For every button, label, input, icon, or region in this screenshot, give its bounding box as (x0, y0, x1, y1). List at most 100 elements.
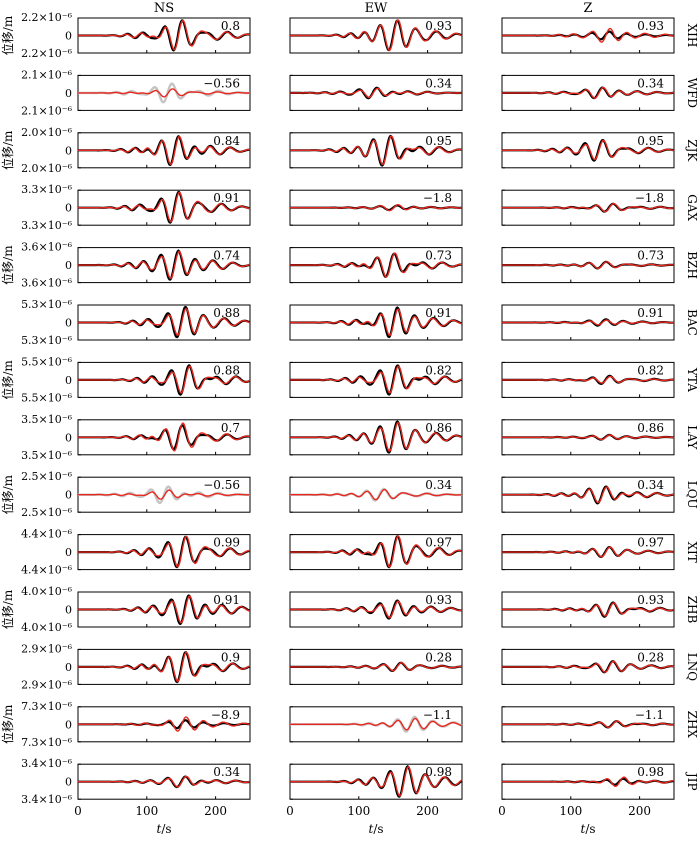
y-tick-label: 2.0×10⁻⁶ (21, 126, 73, 139)
x-axis-label-unit: /s (161, 822, 171, 836)
waveform-panel: 0.91 (501, 304, 675, 341)
waveform-panel: 0.34 (289, 74, 463, 111)
correlation-label: 0.86 (425, 421, 452, 435)
trace-group (502, 433, 674, 441)
y-tick-label: 2.5×10⁻⁶ (21, 506, 73, 519)
waveform-panel: −1.8 (501, 189, 675, 226)
synthetic-trace (78, 489, 250, 500)
station-label: ZJK (685, 139, 699, 162)
y-axis-label: 位移/m (0, 245, 15, 285)
waveform-panel: −0.56 (77, 476, 251, 513)
correlation-label: 0.97 (425, 536, 452, 550)
correlation-label: 0.8 (221, 19, 240, 33)
waveform-panel: 0.98 (501, 763, 675, 800)
y-tick-label: 2.0×10⁻⁶ (21, 162, 73, 175)
synthetic-trace (502, 27, 675, 43)
correlation-label: −0.56 (203, 478, 240, 492)
column-title: EW (365, 1, 388, 16)
correlation-label: 0.82 (637, 363, 664, 377)
trace-group (290, 487, 463, 502)
synthetic-trace (78, 307, 251, 336)
waveform-panel: −1.8 (289, 189, 463, 226)
trace-group (290, 86, 462, 100)
trace-group (290, 599, 463, 620)
synthetic-trace (290, 661, 462, 672)
correlation-label: 0.93 (425, 19, 452, 33)
correlation-label: 0.99 (213, 536, 240, 550)
x-axis-label-unit: /s (373, 822, 383, 836)
correlation-label: 0.97 (637, 536, 664, 550)
station-label: GAX (685, 194, 699, 221)
waveform-panel: 0.91 (77, 591, 251, 628)
waveform-panel: 0.93 (289, 17, 463, 54)
correlation-label: 0.74 (213, 249, 240, 263)
trace-group (78, 485, 250, 505)
x-axis-label-var: t (580, 822, 585, 836)
synthetic-trace (290, 252, 462, 278)
station-label: WFD (685, 78, 699, 108)
correlation-label: 0.34 (637, 76, 664, 90)
trace-group (78, 82, 250, 104)
correlation-label: 0.86 (637, 421, 664, 435)
trace-group (78, 716, 251, 732)
synthetic-trace (502, 261, 675, 270)
y-tick-label: 0 (65, 489, 72, 502)
trace-group (290, 134, 463, 167)
synthetic-trace (290, 765, 463, 797)
correlation-label: 0.28 (637, 650, 664, 664)
synthetic-trace (78, 365, 251, 394)
trace-group (78, 249, 251, 281)
trace-group (502, 260, 675, 270)
x-tick-label: 100 (347, 804, 370, 818)
x-tick-label: 0 (498, 804, 506, 818)
correlation-label: 0.91 (637, 306, 664, 320)
y-tick-label: 0 (65, 718, 72, 731)
x-tick-label: 0 (286, 804, 294, 818)
correlation-label: −1.1 (635, 708, 664, 722)
x-axis-label-unit: /s (585, 822, 595, 836)
correlation-label: 0.93 (637, 19, 664, 33)
waveform-panel: −0.56 (77, 74, 251, 111)
waveform-panel: 0.28 (289, 648, 463, 685)
correlation-label: 0.82 (425, 363, 452, 377)
y-tick-label: 3.5×10⁻⁶ (21, 413, 73, 426)
x-tick-label: 200 (628, 804, 651, 818)
x-axis-label: t/s (368, 822, 383, 836)
synthetic-trace (78, 651, 251, 683)
column-title: NS (154, 1, 174, 16)
y-tick-label: 2.9×10⁻⁶ (21, 678, 73, 691)
y-tick-label: 2.1×10⁻⁶ (21, 68, 73, 81)
station-label: XIH (685, 24, 699, 48)
trace-group (290, 661, 462, 673)
trace-group (290, 765, 463, 798)
synthetic-trace (290, 535, 463, 568)
y-tick-label: 5.3×10⁻⁶ (21, 334, 73, 347)
correlation-label: 0.28 (425, 650, 452, 664)
trace-group (78, 535, 251, 569)
waveform-panel: 0.91 (289, 304, 463, 341)
waveform-panel: 0.86 (289, 419, 463, 456)
synthetic-trace (290, 488, 463, 501)
trace-group (290, 203, 462, 212)
correlation-label: 0.93 (637, 593, 664, 607)
y-tick-label: 0 (65, 30, 72, 43)
x-tick-label: 0 (74, 804, 82, 818)
correlation-label: 0.95 (637, 134, 664, 148)
waveform-panel: 0.95 (501, 132, 675, 169)
trace-group (502, 374, 674, 386)
trace-group (502, 485, 675, 505)
correlation-label: 0.91 (425, 306, 452, 320)
x-tick-label: 100 (559, 804, 582, 818)
station-label: BAC (685, 309, 699, 336)
synthetic-trace (502, 434, 674, 441)
waveform-panel: 0.74 (77, 247, 251, 284)
x-tick-label: 200 (416, 804, 439, 818)
station-label: LNQ (685, 653, 699, 681)
waveform-panel: 0.97 (501, 534, 675, 571)
synthetic-trace (78, 19, 251, 51)
y-tick-label: 7.3×10⁻⁶ (21, 700, 73, 713)
trace-group (502, 776, 674, 788)
correlation-label: 0.34 (213, 765, 240, 779)
correlation-label: 0.84 (213, 134, 240, 148)
